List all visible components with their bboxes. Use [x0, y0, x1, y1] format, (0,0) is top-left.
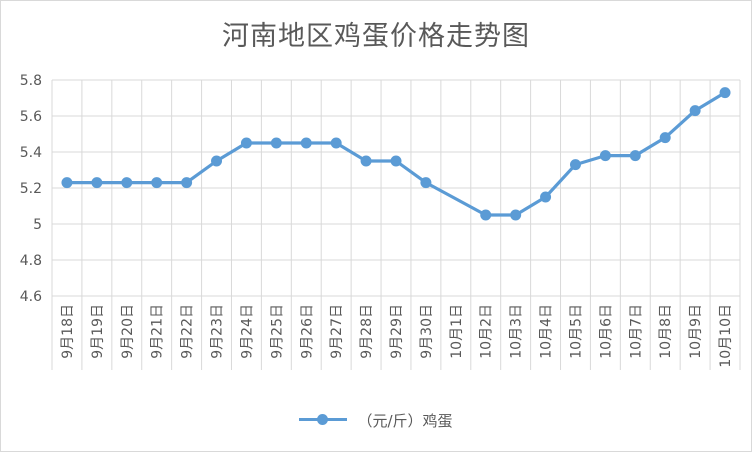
x-tick-label: 10月10日 — [718, 304, 734, 368]
data-point — [121, 177, 133, 189]
legend-label: （元/斤）鸡蛋 — [357, 411, 453, 430]
data-point — [480, 209, 492, 221]
y-tick-label: 5.2 — [20, 181, 42, 197]
x-tick-label: 10月5日 — [568, 304, 584, 359]
data-point — [659, 132, 671, 144]
data-point — [151, 177, 163, 189]
x-tick-label: 9月27日 — [329, 304, 345, 359]
x-tick-label: 10月1日 — [449, 304, 465, 359]
y-tick-label: 5.4 — [20, 145, 42, 161]
x-tick-label: 9月20日 — [120, 304, 136, 359]
data-point — [540, 191, 552, 203]
x-tick-label: 10月6日 — [598, 304, 614, 359]
x-tick-label: 10月4日 — [539, 304, 555, 359]
x-axis-ticks: 9月18日 9月19日 9月20日 9月21日 9月22日 9月23日 9月24日 9月25日… — [60, 304, 734, 368]
x-tick-label: 9月19日 — [90, 304, 106, 359]
x-tick-label: 10月8日 — [658, 304, 674, 359]
data-point — [629, 150, 641, 162]
data-point — [360, 155, 372, 167]
data-point — [240, 137, 252, 149]
data-point — [211, 155, 223, 167]
series-layer — [61, 87, 731, 221]
x-tick-label: 9月22日 — [180, 304, 196, 359]
chart-title: 河南地区鸡蛋价格走势图 — [222, 21, 530, 52]
x-tick-label: 9月25日 — [269, 304, 285, 359]
x-tick-label: 9月21日 — [150, 304, 166, 359]
data-point — [300, 137, 312, 149]
data-point — [61, 177, 73, 189]
y-tick-label: 5.8 — [20, 73, 42, 89]
x-tick-label: 9月29日 — [389, 304, 405, 359]
gridlines — [51, 79, 741, 370]
series-line-0 — [65, 90, 727, 217]
x-tick-label: 9月24日 — [239, 304, 255, 359]
y-axis-ticks: 4.6 4.8 5 5.2 5.4 5.6 5.8 — [20, 73, 42, 305]
data-point — [181, 177, 193, 189]
data-point — [599, 150, 611, 162]
data-point — [719, 87, 731, 99]
x-tick-label: 9月18日 — [60, 304, 76, 359]
data-point — [420, 177, 432, 189]
y-tick-label: 5 — [33, 217, 42, 233]
legend-swatch-icon — [299, 413, 348, 427]
x-tick-label: 9月26日 — [299, 304, 315, 359]
x-tick-label: 9月23日 — [210, 304, 226, 359]
x-tick-label: 9月28日 — [359, 304, 375, 359]
y-tick-label: 5.6 — [20, 109, 42, 125]
y-tick-label: 4.8 — [20, 253, 42, 269]
data-point — [270, 137, 282, 149]
data-point — [569, 159, 581, 171]
data-point — [390, 155, 402, 167]
x-tick-label: 10月3日 — [509, 304, 525, 359]
legend: （元/斤）鸡蛋 — [0, 408, 752, 432]
data-point — [330, 137, 342, 149]
data-point — [689, 105, 701, 117]
data-point — [91, 177, 103, 189]
x-tick-label: 9月30日 — [419, 304, 435, 359]
x-tick-label: 10月9日 — [688, 304, 704, 359]
y-tick-label: 4.6 — [20, 289, 42, 305]
data-point — [510, 209, 522, 221]
x-tick-label: 10月7日 — [628, 304, 644, 359]
x-tick-label: 10月2日 — [479, 304, 495, 359]
